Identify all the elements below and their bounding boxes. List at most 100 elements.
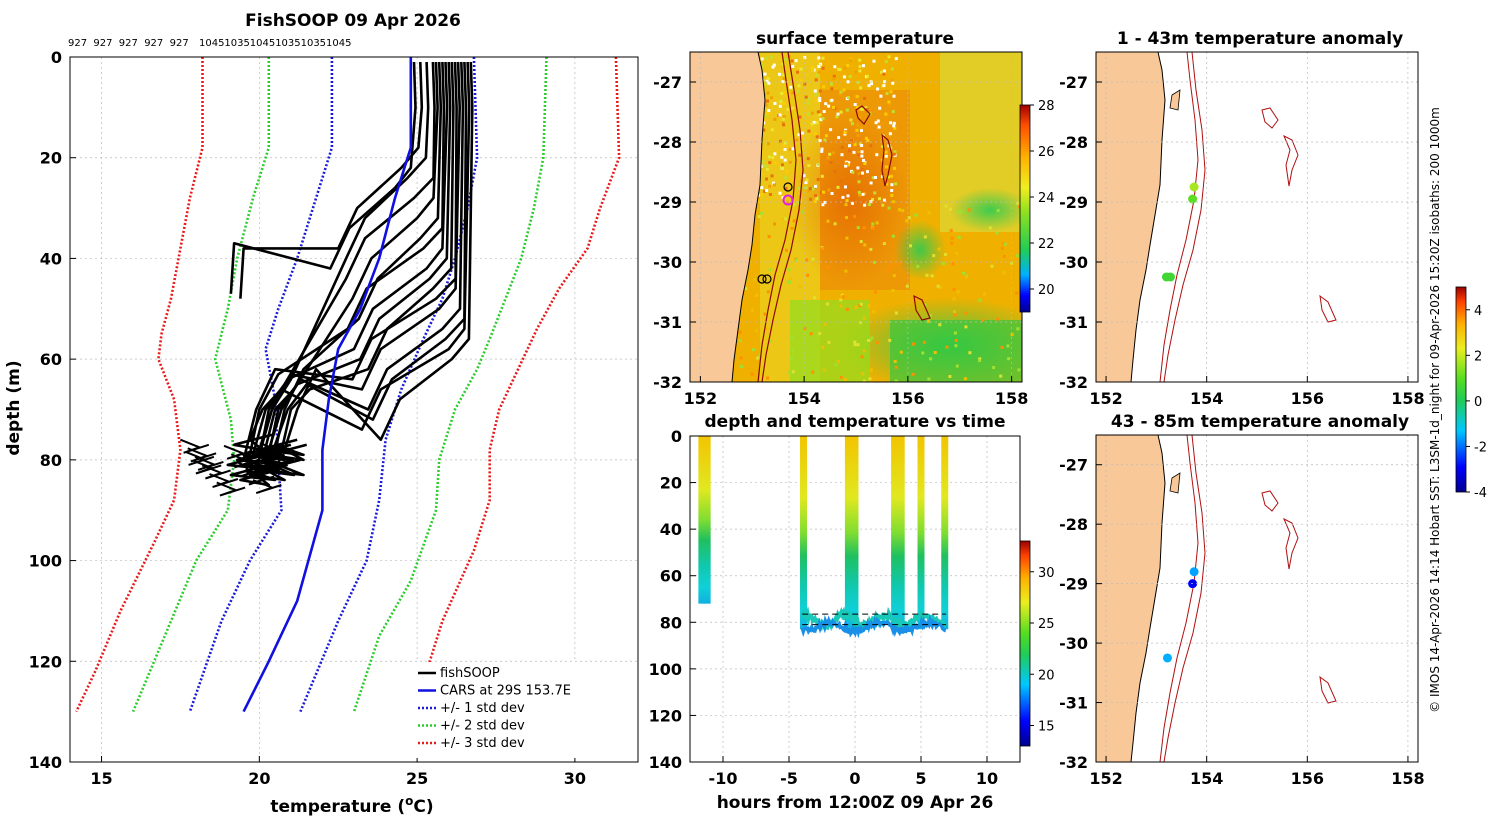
vessel-id: 927 <box>119 38 138 49</box>
anomaly-lower-xtick: 154 <box>1190 769 1223 788</box>
profile-xtick: 15 <box>90 769 112 788</box>
time-depth-xlabel: hours from 12:00Z 09 Apr 26 <box>717 793 994 813</box>
anomaly-upper-ytick: -27 <box>1059 73 1088 92</box>
profile-ytick: 0 <box>51 48 62 67</box>
anomaly-colorbar <box>1455 286 1467 493</box>
profile-legend: fishSOOP CARS at 29S 153.7E +/- 1 std dev +… <box>412 662 634 758</box>
legend-entry: +/- 2 std dev <box>440 719 525 734</box>
anomaly-lower-ytick: -27 <box>1059 456 1088 475</box>
colorbar-tick: -2 <box>1474 440 1487 455</box>
cast-column <box>698 436 706 604</box>
colorbar-tick: 4 <box>1474 304 1482 319</box>
cast-column <box>941 436 949 630</box>
sst-xtick: 154 <box>787 389 820 408</box>
sst-isobath-1000 <box>761 52 804 382</box>
vessel-id: 1035 <box>275 38 300 49</box>
cast-column <box>851 436 859 630</box>
sst-ytick: -29 <box>653 193 682 212</box>
profile-ytick: 140 <box>29 753 62 772</box>
time-depth-ytick: 80 <box>660 613 682 632</box>
fishsoop-profiles <box>180 61 474 497</box>
vessel-id: 927 <box>170 38 189 49</box>
profile-frame <box>69 56 639 763</box>
time-depth-chart: depth and temperature vs time -10 -5 0 5 100… <box>649 412 1055 813</box>
sst-land <box>690 52 766 382</box>
anomaly-upper-ytick: -32 <box>1059 373 1088 392</box>
anomaly-upper-map: 1 - 43m temperature anomaly 152 154 156 158… <box>1059 29 1425 408</box>
profile-xtick: 20 <box>248 769 270 788</box>
time-depth-ytick: 100 <box>649 660 682 679</box>
time-depth-xtick: -10 <box>709 769 738 788</box>
sst-colorbar <box>1019 104 1031 313</box>
colorbar-tick: 0 <box>1474 395 1482 410</box>
time-depth-xtick: 5 <box>915 769 926 788</box>
time-depth-ytick: 60 <box>660 567 682 586</box>
vessel-id: 1045 <box>250 38 275 49</box>
anomaly-lower-ticks: 152 154 156 158 -27 -28 -29 -30 -31 -32 <box>1059 456 1425 788</box>
sst-xtick: 158 <box>995 389 1028 408</box>
colorbar-tick: 20 <box>1038 283 1055 298</box>
std3-high-line <box>412 57 621 712</box>
fishsoop-profile-bottom <box>259 442 290 458</box>
fishsoop-profile <box>248 61 452 482</box>
anomaly-lower-xtick: 158 <box>1391 769 1424 788</box>
profile-ytick: 20 <box>40 149 62 168</box>
anomaly-upper-ytick: -30 <box>1059 253 1088 272</box>
profile-ytick: 80 <box>40 451 62 470</box>
cars-line <box>242 57 413 713</box>
colorbar-tick: -4 <box>1474 486 1487 501</box>
sst-ytick: -28 <box>653 133 682 152</box>
colorbar-tick: 24 <box>1038 191 1055 206</box>
anomaly-upper-xtick: 152 <box>1089 389 1122 408</box>
vessel-id: 1035 <box>301 38 326 49</box>
std2-low-line <box>131 57 271 713</box>
watermark-text: © IMOS 14-Apr-2026 14:14 Hobart SST: L3S… <box>1428 107 1442 713</box>
sst-ytick: -31 <box>653 313 682 332</box>
time-depth-xtick: 10 <box>976 769 998 788</box>
fishsoop-profile <box>261 61 455 477</box>
colorbar-tick: 28 <box>1038 99 1055 114</box>
anomaly-lower-frame <box>1095 434 1419 763</box>
sst-map: surface temperature 152 154 156 <box>653 29 1055 408</box>
std2-high-line <box>352 57 548 713</box>
sst-ticks: 152 154 156 158 -27 -28 -29 -30 -31 -32 <box>653 73 1028 408</box>
colorbar-tick: 25 <box>1038 617 1055 632</box>
anomaly-upper-xtick: 156 <box>1291 389 1324 408</box>
profile-xtick: 30 <box>564 769 586 788</box>
anomaly-upper-points <box>1161 182 1199 282</box>
anomaly-lower-ytick: -30 <box>1059 634 1088 653</box>
anomaly-lower-xtick: 152 <box>1089 769 1122 788</box>
anomaly-lower-point <box>1189 567 1199 577</box>
legend-entry: +/- 3 std dev <box>440 736 525 751</box>
std3-low-line <box>75 57 204 713</box>
fishsoop-profile-bottom <box>192 459 222 475</box>
time-depth-ytick: 140 <box>649 753 682 772</box>
fishsoop-profile <box>267 61 474 462</box>
profile-ytick: 120 <box>29 652 62 671</box>
fishsoop-profile-bottom <box>216 481 246 497</box>
anomaly-upper-ytick: -29 <box>1059 193 1088 212</box>
fishsoop-profile <box>229 61 417 294</box>
anomaly-upper-title: 1 - 43m temperature anomaly <box>1117 29 1403 49</box>
anomaly-lower-ytick: -29 <box>1059 575 1088 594</box>
fishsoop-profile-bottom <box>252 479 282 495</box>
time-depth-xtick: -5 <box>780 769 798 788</box>
anomaly-lower-ytick: -31 <box>1059 694 1088 713</box>
anomaly-colorbar-ticks: 4 2 0 -2 -4 <box>1466 304 1487 501</box>
profile-chart: FishSOOP 09 Apr 2026 927 927 927 927 927 1045… <box>4 11 639 817</box>
vessel-id: 927 <box>68 38 87 49</box>
colorbar-tick: 22 <box>1038 237 1055 252</box>
anomaly-upper-ticks: 152 154 156 158 -27 -28 -29 -30 -31 -32 <box>1059 73 1425 408</box>
cast-column <box>891 436 899 630</box>
cast-column <box>917 436 925 630</box>
colorbar-tick: 26 <box>1038 145 1055 160</box>
sst-colorbar-ticks: 28 26 24 22 20 <box>1030 99 1055 298</box>
sst-ytick: -30 <box>653 253 682 272</box>
time-depth-ytick: 40 <box>660 520 682 539</box>
vessel-id: 1035 <box>224 38 249 49</box>
legend-entry: fishSOOP <box>440 666 500 681</box>
anomaly-upper-xtick: 154 <box>1190 389 1223 408</box>
profile-ylabel: depth (m) <box>4 360 24 455</box>
legend-entry: +/- 1 std dev <box>440 701 525 716</box>
